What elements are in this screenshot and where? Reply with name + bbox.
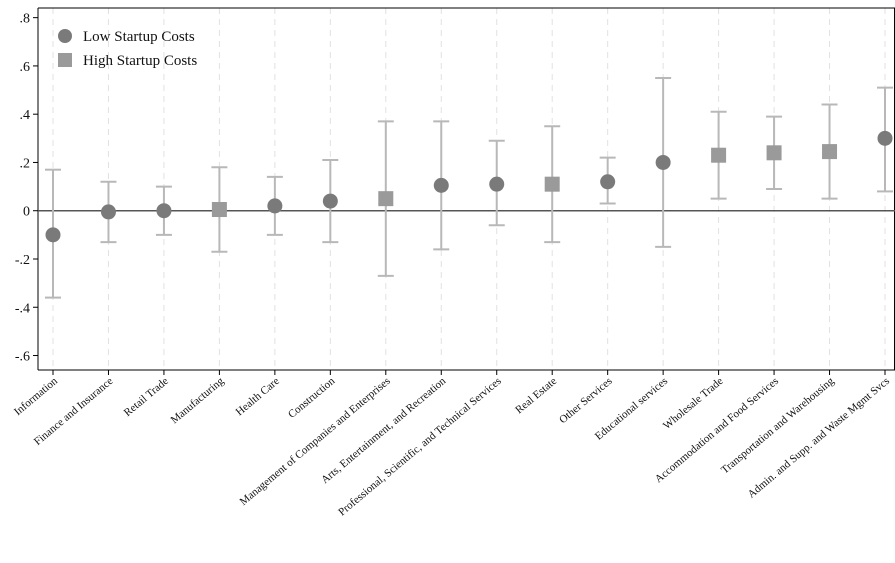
- y-tick-label: -.2: [15, 253, 30, 268]
- point-marker-square: [212, 202, 227, 217]
- y-tick-label: 0: [23, 205, 30, 220]
- point-marker-circle: [656, 155, 671, 170]
- y-tick-label: -.6: [15, 350, 30, 365]
- point-marker-circle: [101, 204, 116, 219]
- y-tick-label: .6: [20, 60, 31, 75]
- y-tick-label: .2: [20, 156, 31, 171]
- point-marker-circle: [323, 194, 338, 209]
- y-tick-label: .8: [20, 12, 31, 27]
- point-marker-circle: [156, 203, 171, 218]
- legend-square-marker: [58, 53, 72, 67]
- x-category-label: Retail Trade: [122, 375, 171, 419]
- y-tick-label: .4: [20, 108, 31, 123]
- point-marker-circle: [434, 178, 449, 193]
- point-marker-square: [767, 145, 782, 160]
- x-category-label: Real Estate: [513, 375, 559, 416]
- x-category-label: Transportation and Warehousing: [719, 375, 837, 477]
- y-ticks: .8 .6 .4 .2 0 -.2 -.4 -.6: [15, 12, 38, 365]
- point-marker-circle: [46, 227, 61, 242]
- legend-label-low: Low Startup Costs: [83, 29, 195, 45]
- point-marker-circle: [489, 177, 504, 192]
- point-marker-circle: [878, 131, 893, 146]
- point-estimates: [46, 131, 893, 243]
- y-tick-label: -.4: [15, 301, 30, 316]
- x-category-label: Health Care: [234, 375, 282, 418]
- point-marker-circle: [600, 174, 615, 189]
- x-category-label: Other Services: [557, 375, 615, 426]
- point-marker-square: [711, 148, 726, 163]
- legend-label-high: High Startup Costs: [83, 53, 197, 69]
- legend: Low Startup Costs High Startup Costs: [58, 29, 197, 69]
- x-category-label: Information: [12, 375, 60, 418]
- point-marker-circle: [267, 198, 282, 213]
- point-marker-square: [545, 177, 560, 192]
- legend-circle-marker: [58, 29, 72, 43]
- point-marker-square: [378, 191, 393, 206]
- point-marker-square: [822, 144, 837, 159]
- x-category-label: Manufacturing: [169, 375, 227, 427]
- confidence-intervals: [45, 78, 893, 298]
- x-category-label: Construction: [286, 375, 338, 421]
